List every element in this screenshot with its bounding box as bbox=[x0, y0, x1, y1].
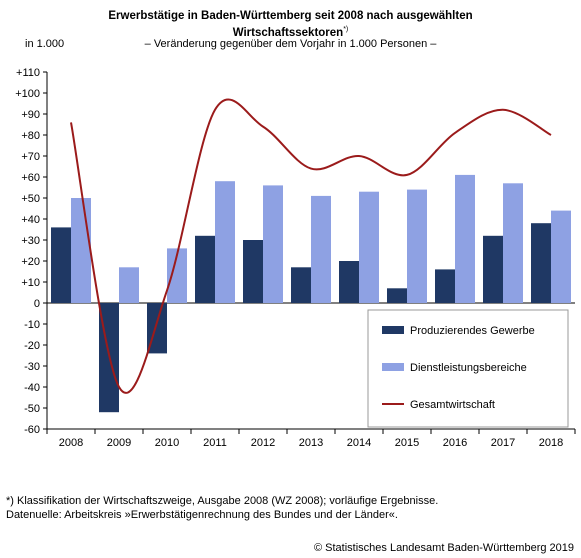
legend: Produzierendes Gewerbe Dienstleistungsber… bbox=[367, 309, 569, 428]
bar-dienstleistungsbereiche bbox=[503, 183, 523, 303]
source-text: Datenuelle: Arbeitskreis »Erwerbstätigen… bbox=[6, 509, 398, 521]
x-tick-label: 2017 bbox=[491, 437, 515, 449]
title-footnote-mark: *) bbox=[343, 26, 349, 33]
y-tick-label: +10 bbox=[21, 277, 40, 289]
x-tick-label: 2016 bbox=[443, 437, 467, 449]
total-line-group bbox=[70, 98, 552, 394]
x-tick-label: 2008 bbox=[59, 437, 83, 449]
y-tick-label: -20 bbox=[24, 340, 40, 352]
chart-subtitle: – Veränderung gegenüber dem Vorjahr in 1… bbox=[144, 38, 437, 50]
copyright-text: © Statistisches Landesamt Baden-Württemb… bbox=[313, 542, 574, 554]
bar-dienstleistungsbereiche bbox=[119, 267, 139, 303]
axes: +110+100+90+80+70+60+50+40+30+20+100-10-… bbox=[15, 67, 576, 449]
x-tick-label: 2009 bbox=[107, 437, 131, 449]
bar-produzierendes-gewerbe bbox=[291, 267, 311, 303]
bar-dienstleistungsbereiche bbox=[455, 174, 475, 303]
x-tick-label: 2018 bbox=[539, 437, 563, 449]
chart-title: Erwerbstätige in Baden-Württemberg seit … bbox=[60, 10, 521, 40]
bars bbox=[51, 174, 571, 413]
legend-swatch bbox=[382, 326, 404, 334]
bar-dienstleistungsbereiche bbox=[551, 210, 571, 303]
line-gesamtwirtschaft bbox=[70, 98, 552, 394]
y-tick-label: -50 bbox=[24, 403, 40, 415]
y-axis-unit: in 1.000 bbox=[25, 38, 65, 50]
legend-label: Produzierendes Gewerbe bbox=[410, 325, 535, 337]
bar-dienstleistungsbereiche bbox=[407, 189, 427, 303]
bar-produzierendes-gewerbe bbox=[195, 235, 215, 303]
footnote-block: *) Klassifikation der Wirtschaftszweige,… bbox=[6, 494, 438, 522]
y-tick-label: +100 bbox=[15, 88, 40, 100]
y-tick-label: +110 bbox=[16, 67, 40, 79]
y-tick-label: +20 bbox=[21, 256, 40, 268]
bar-produzierendes-gewerbe bbox=[435, 269, 455, 303]
bar-dienstleistungsbereiche bbox=[215, 181, 235, 303]
x-tick-label: 2010 bbox=[155, 437, 179, 449]
y-tick-label: -40 bbox=[24, 382, 40, 394]
y-tick-label: +40 bbox=[21, 214, 40, 226]
x-tick-label: 2013 bbox=[299, 437, 323, 449]
chart-canvas: +110+100+90+80+70+60+50+40+30+20+100-10-… bbox=[15, 67, 576, 449]
bar-produzierendes-gewerbe bbox=[531, 223, 551, 303]
y-tick-label: +50 bbox=[21, 193, 40, 205]
bar-produzierendes-gewerbe bbox=[483, 235, 503, 303]
y-tick-label: -30 bbox=[24, 361, 40, 373]
legend-swatch bbox=[382, 363, 404, 371]
y-tick-label: +70 bbox=[21, 151, 40, 163]
y-tick-label: -60 bbox=[24, 424, 40, 436]
x-tick-label: 2015 bbox=[395, 437, 419, 449]
bar-produzierendes-gewerbe bbox=[243, 240, 263, 303]
x-tick-label: 2012 bbox=[251, 437, 275, 449]
y-tick-label: +90 bbox=[21, 109, 40, 121]
bar-dienstleistungsbereiche bbox=[359, 191, 379, 303]
footnote-text: *) Klassifikation der Wirtschaftszweige,… bbox=[6, 495, 439, 507]
x-tick-label: 2014 bbox=[347, 437, 371, 449]
legend-label: Dienstleistungsbereiche bbox=[410, 362, 527, 374]
y-tick-label: +80 bbox=[21, 130, 40, 142]
bar-produzierendes-gewerbe bbox=[51, 227, 71, 303]
y-tick-label: +30 bbox=[21, 235, 40, 247]
bar-dienstleistungsbereiche bbox=[311, 195, 331, 303]
bar-produzierendes-gewerbe bbox=[387, 288, 407, 303]
chart-title-line2: Wirtschaftssektoren bbox=[232, 26, 344, 39]
x-tick-label: 2011 bbox=[203, 437, 227, 449]
y-tick-label: +60 bbox=[21, 172, 40, 184]
bar-produzierendes-gewerbe bbox=[339, 261, 359, 303]
y-tick-label: -10 bbox=[24, 319, 40, 331]
legend-label: Gesamtwirtschaft bbox=[410, 399, 495, 411]
chart-title-line1: Erwerbstätige in Baden-Württemberg seit … bbox=[108, 10, 473, 22]
bar-dienstleistungsbereiche bbox=[263, 185, 283, 303]
y-tick-label: 0 bbox=[34, 298, 40, 310]
bar-dienstleistungsbereiche bbox=[71, 198, 91, 303]
bar-dienstleistungsbereiche bbox=[167, 248, 187, 303]
